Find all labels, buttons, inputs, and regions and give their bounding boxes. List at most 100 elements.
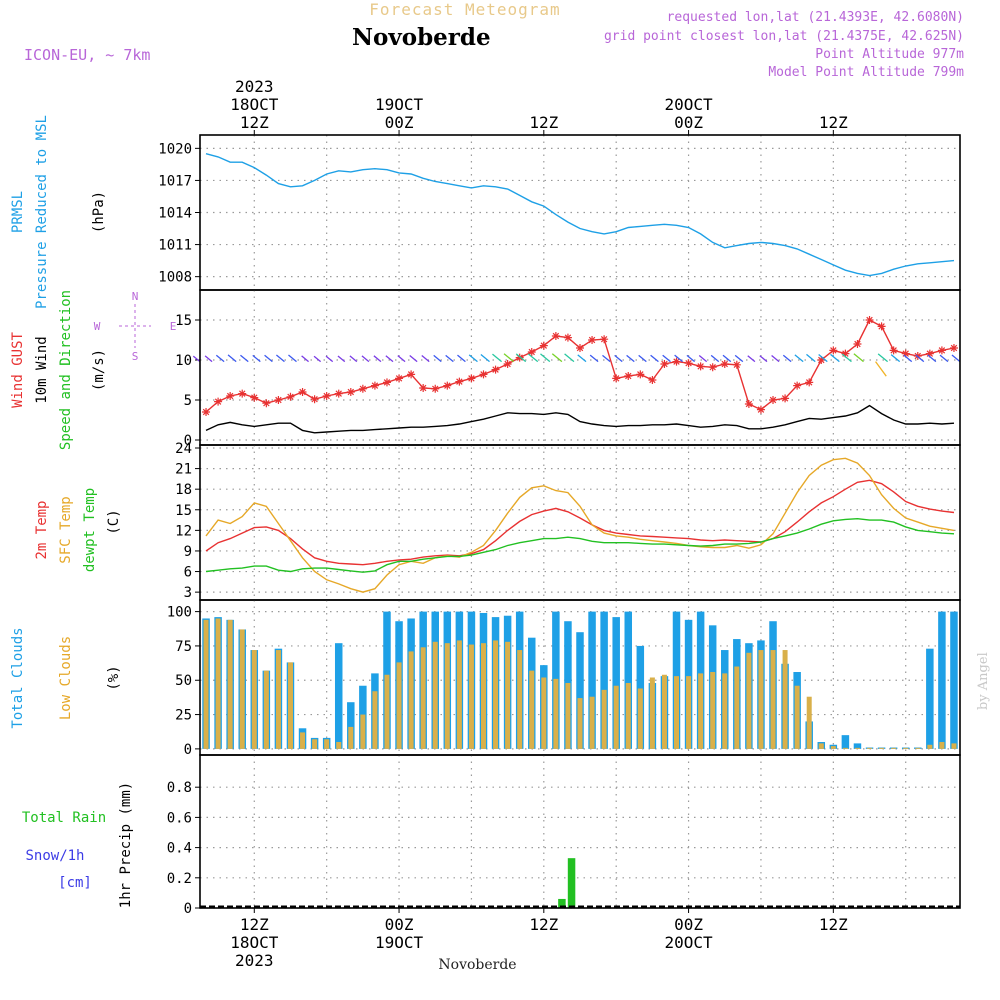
clouds-low-clouds-bar	[613, 685, 619, 749]
wind-direction-arrow	[853, 353, 864, 363]
wind-ytick-label: 10	[175, 353, 192, 369]
wind-direction-arrow	[373, 355, 382, 363]
precip-ytick-label: 0.4	[167, 841, 192, 857]
clouds-low-clouds-bar	[674, 676, 680, 749]
temperature-ytick-label: 9	[184, 544, 192, 560]
wind-gust-marker	[286, 392, 295, 401]
wind-gust-marker	[395, 374, 404, 383]
temperature-label: dewpt Temp	[82, 488, 98, 572]
wind-ytick-label: 15	[175, 313, 192, 329]
clouds-ytick-label: 100	[167, 605, 192, 621]
wind-direction-arrow	[939, 354, 949, 363]
precip-total-rain-bar	[558, 898, 566, 908]
precip-ytick-label: 0.2	[167, 871, 192, 887]
wind-gust-marker	[600, 335, 609, 344]
wind-direction-arrow	[674, 354, 683, 363]
wind-gust-marker	[346, 388, 355, 396]
wind-direction-arrow	[325, 355, 334, 363]
wind-10m-wind-line	[205, 404, 955, 434]
wind-direction-arrow	[782, 354, 792, 363]
wind-direction-arrow	[551, 353, 563, 363]
wind-direction-arrow	[794, 354, 804, 363]
wind-direction-arrow	[818, 354, 828, 363]
wind-direction-arrow	[397, 355, 406, 363]
wind-direction-arrow	[877, 353, 889, 363]
clouds-ytick-label: 50	[175, 673, 192, 689]
wind-direction-arrow	[650, 354, 659, 363]
wind-gust-marker	[805, 378, 814, 387]
clouds-low-clouds-bar	[577, 698, 583, 749]
clouds-low-clouds-bar	[312, 739, 318, 749]
clouds-low-clouds-bar	[794, 685, 800, 749]
pressure-ytick-label: 1008	[158, 270, 192, 286]
clouds-label: Low Clouds	[58, 636, 74, 720]
wind-gust-marker	[901, 349, 910, 358]
pressure-label: Pressure Reduced to MSL	[34, 115, 50, 309]
wind-gust-marker	[889, 346, 898, 355]
temperature-ytick-label: 18	[175, 482, 192, 498]
wind-direction-arrow	[903, 354, 913, 363]
pressure-ytick-label: 1014	[158, 206, 192, 222]
precip-ytick-label: 0.8	[167, 780, 192, 796]
clouds-low-clouds-bar	[746, 652, 752, 749]
bottom-time-label: 00Z	[674, 915, 703, 934]
wind-direction-arrow	[589, 354, 599, 363]
clouds-total-clouds-bar	[624, 611, 633, 749]
top-time-label: 12Z	[529, 113, 558, 132]
temperature-ytick-label: 24	[175, 441, 192, 457]
wind-gust-marker	[226, 392, 235, 400]
chart-title: Forecast Meteogram	[369, 0, 561, 19]
wind-direction-arrow	[301, 355, 309, 363]
clouds-low-clouds-bar	[251, 650, 257, 749]
top-time-label: 19OCT	[375, 95, 424, 114]
wind-gust-marker	[382, 378, 391, 387]
wind-gust-marker	[503, 360, 512, 368]
wind-gust-marker	[250, 393, 259, 402]
wind-gust-marker	[720, 360, 729, 368]
wind-direction-arrow	[710, 354, 720, 363]
model-name: ICON-EU, ~ 7km	[24, 46, 151, 64]
temperature-sfc-temp-line	[205, 457, 955, 593]
point-altitude: Point Altitude 977m	[815, 47, 964, 62]
wind-gust-marker	[322, 392, 331, 400]
clouds-total-clouds-bar	[926, 648, 934, 749]
wind-gust-marker	[793, 381, 802, 390]
clouds-total-clouds-bar	[600, 611, 608, 749]
wind-direction-arrow	[771, 355, 780, 363]
bottom-time-label: 12Z	[819, 915, 848, 934]
clouds-low-clouds-bar	[806, 696, 812, 749]
bottom-time-label: 19OCT	[375, 933, 424, 952]
clouds-low-clouds-bar	[396, 662, 402, 749]
clouds-total-clouds-bar	[853, 743, 862, 749]
wind-gust-marker	[769, 396, 778, 404]
clouds-low-clouds-bar	[517, 650, 523, 749]
clouds-low-clouds-bar	[951, 743, 957, 749]
wind-direction-arrow	[313, 355, 322, 363]
clouds-low-clouds-bar	[891, 747, 897, 749]
clouds-low-clouds-bar	[842, 747, 848, 749]
wind-gust-marker	[925, 349, 934, 358]
wind-direction-arrow	[515, 353, 527, 363]
clouds-low-clouds-bar	[867, 747, 873, 749]
grid-point-coordinates: grid point closest lon,lat (21.4375E, 42…	[603, 29, 964, 44]
wind-direction-arrow	[626, 354, 635, 363]
clouds-ytick-label: 25	[175, 708, 192, 724]
wind-gust-marker	[515, 353, 524, 362]
wind-gust-marker	[407, 370, 416, 379]
top-time-label: 12Z	[819, 113, 848, 132]
wind-gust-marker	[467, 374, 476, 383]
wind-gust-marker	[624, 372, 633, 380]
temperature-ytick-label: 3	[184, 585, 192, 601]
wind-direction-arrow	[638, 354, 647, 363]
wind-direction-arrow	[875, 361, 887, 377]
wind-label: Wind GUST	[10, 332, 26, 408]
clouds-low-clouds-bar	[505, 641, 511, 749]
wind-gust-marker	[334, 389, 343, 398]
precip-ytick-label: 0.6	[167, 810, 192, 826]
wind-gust-marker	[214, 397, 223, 406]
wind-gust-marker	[865, 316, 874, 324]
top-time-label: 12Z	[240, 113, 269, 132]
pressure-prmsl-line	[205, 153, 955, 277]
precip-ytick-label: 0	[184, 901, 192, 917]
wind-gust-marker	[358, 384, 367, 393]
